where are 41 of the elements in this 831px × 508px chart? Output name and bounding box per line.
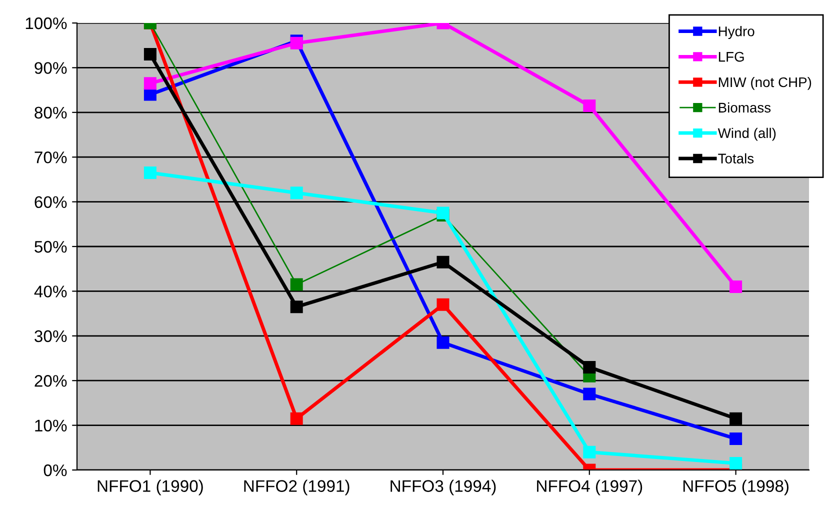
y-tick-label: 70% [34, 152, 67, 164]
x-tick-label: NFFO5 (1998) [683, 480, 788, 496]
point [583, 360, 596, 374]
legend-label: Wind (all) [718, 128, 776, 141]
point [436, 256, 450, 268]
x-tick-label: NFFO2 (1991) [244, 480, 350, 496]
point [436, 336, 450, 349]
point [290, 186, 303, 200]
point [290, 278, 303, 291]
y-tick-label: 10% [35, 420, 67, 432]
point [144, 166, 156, 179]
point [583, 446, 596, 458]
point [144, 77, 156, 90]
y-tick-label: 80% [34, 106, 67, 119]
point [583, 388, 596, 400]
point [290, 300, 303, 314]
y-tick-label: 20% [34, 375, 67, 387]
y-tick-label: 50% [34, 240, 67, 253]
x-tick-label: NFFO3 (1994) [390, 480, 496, 496]
legend-label: Biomass [718, 102, 771, 113]
y-tick-label: 60% [34, 196, 67, 208]
y-tick-label: 90% [34, 62, 67, 74]
y-tick-label: 100% [26, 17, 67, 30]
legend-label: LFG [718, 52, 744, 62]
y-tick-label: 30% [34, 330, 67, 342]
point [436, 298, 450, 311]
point [730, 412, 742, 425]
point [583, 99, 596, 112]
legend-label: Totals [718, 153, 754, 164]
x-tick-label: NFFO4 (1997) [537, 480, 642, 496]
point [730, 280, 742, 293]
legend-label: Hydro [718, 26, 754, 40]
legend-label: MIW (not CHP) [718, 76, 812, 90]
y-tick-label: 40% [34, 286, 67, 298]
point [730, 457, 742, 470]
point [144, 88, 156, 101]
point [144, 48, 156, 61]
point [290, 412, 303, 425]
y-tick-label: 0% [44, 464, 67, 476]
point [730, 432, 742, 445]
x-tick-label: NFFO1 (1990) [98, 480, 203, 496]
